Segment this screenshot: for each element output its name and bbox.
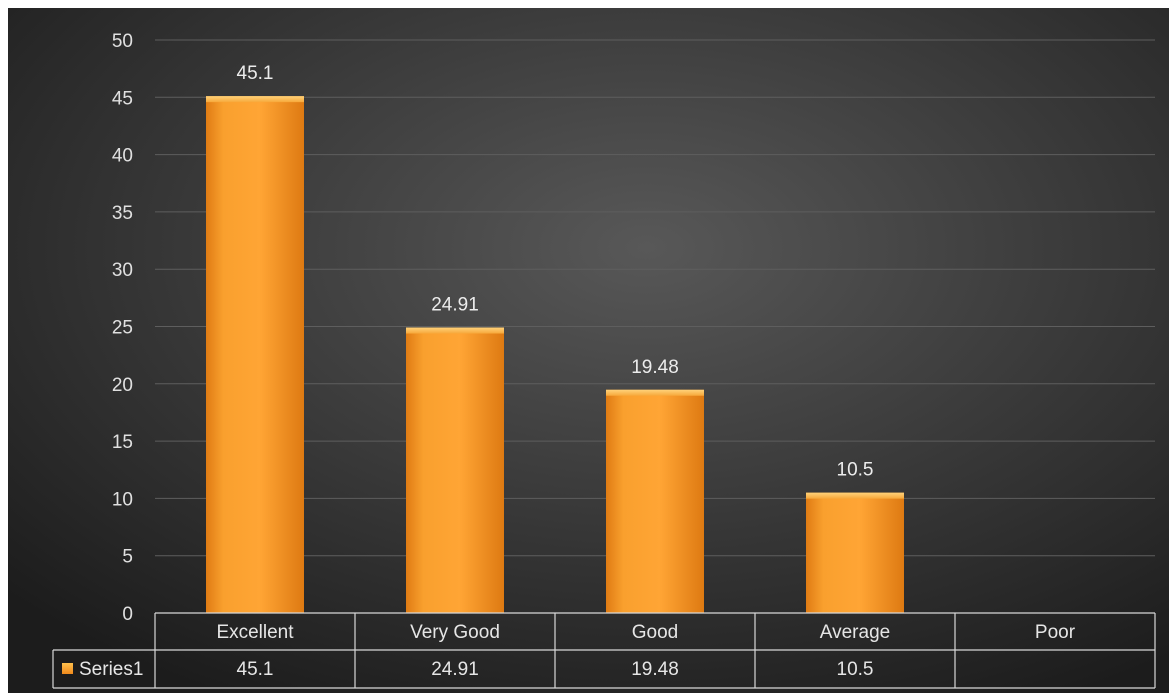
y-tick-label: 45 <box>112 88 133 109</box>
table-value-cell: 19.48 <box>631 659 679 680</box>
legend-swatch <box>62 663 73 674</box>
y-tick-label: 20 <box>112 375 133 396</box>
bar-good <box>606 389 704 613</box>
y-tick-label: 30 <box>112 260 133 281</box>
x-category-label: Very Good <box>410 622 500 643</box>
bar-excellent <box>206 96 304 614</box>
x-category-label: Good <box>632 622 678 643</box>
table-value-cell: 45.1 <box>237 659 274 680</box>
x-category-label: Excellent <box>216 622 294 643</box>
y-tick-label: 5 <box>122 547 133 568</box>
table-value-cell: 24.91 <box>431 659 479 680</box>
chart-background <box>8 8 1169 693</box>
x-category-label: Poor <box>1035 622 1076 643</box>
data-label: 19.48 <box>631 357 679 378</box>
bar-cap <box>406 327 504 334</box>
x-category-label: Average <box>820 622 890 643</box>
bar-average <box>806 492 904 613</box>
bar-cap <box>206 96 304 103</box>
y-tick-label: 35 <box>112 203 133 224</box>
bar-cap <box>606 389 704 396</box>
legend-series-name: Series1 <box>79 659 143 680</box>
y-tick-label: 0 <box>122 604 133 625</box>
table-value-cell: 10.5 <box>837 659 874 680</box>
y-tick-label: 10 <box>112 489 133 510</box>
data-label: 24.91 <box>431 295 479 316</box>
bar-very-good <box>406 327 504 613</box>
y-tick-label: 15 <box>112 432 133 453</box>
bar-cap <box>806 492 904 499</box>
y-tick-label: 25 <box>112 318 133 339</box>
data-label: 10.5 <box>837 460 874 481</box>
data-label: 45.1 <box>237 63 274 84</box>
y-tick-label: 40 <box>112 146 133 167</box>
y-tick-label: 50 <box>112 31 133 52</box>
